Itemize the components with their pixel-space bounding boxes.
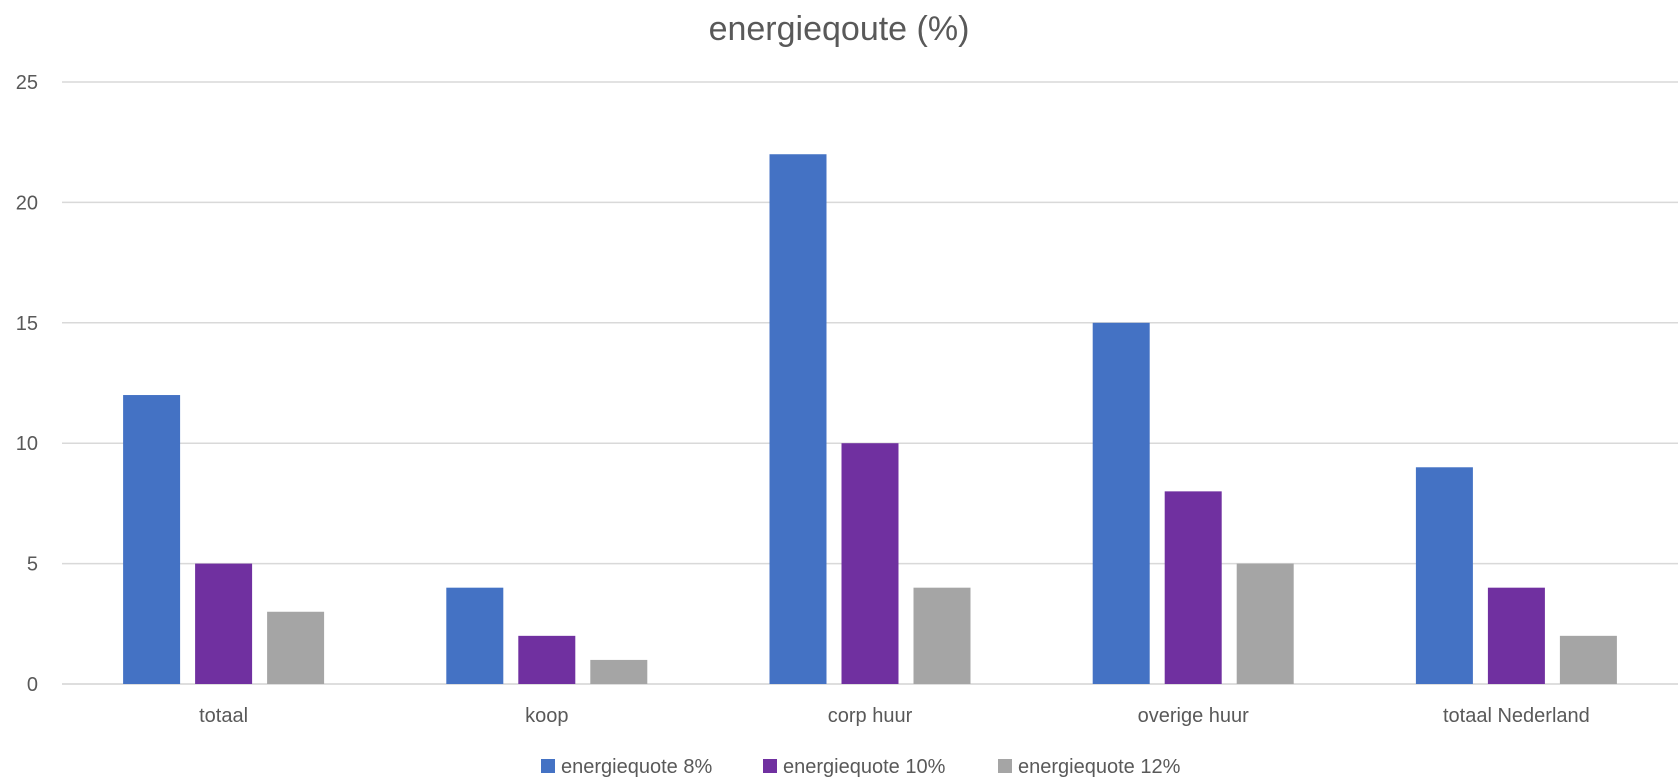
bar-koop-series-3 [590,659,648,684]
y-tick-label: 10 [16,433,38,455]
x-category-label: koop [525,705,568,727]
y-tick-label: 25 [16,72,38,94]
x-category-label: overige huur [1138,705,1250,727]
legend-swatch [763,759,777,773]
bars [123,154,1617,685]
legend-label: energiequote 12% [1018,756,1181,778]
bar-corp-huur-series-3 [913,587,971,684]
y-tick-label: 5 [27,554,38,576]
y-tick-label: 15 [16,313,38,335]
bar-overige-huur-series-2 [1164,491,1222,684]
bar-totaal-Nederland-series-1 [1415,467,1473,684]
legend-swatch [541,759,555,773]
x-category-label: corp huur [828,705,913,727]
y-axis-ticks: 0 5 10 15 20 25 [16,72,38,696]
bar-totaal-Nederland-series-3 [1559,635,1617,684]
chart-title: energieqoute (%) [709,10,970,48]
legend-label: energiequote 10% [783,756,946,778]
y-tick-label: 0 [27,674,38,696]
bar-koop-series-2 [518,635,576,684]
legend: energiequote 8% energiequote 10% energiequ… [541,756,1181,778]
bar-overige-huur-series-3 [1236,563,1294,684]
legend-swatch [998,759,1012,773]
bar-overige-huur-series-1 [1092,322,1150,684]
x-axis-categories: totaal koop corp huur overige huur totaal Ne… [199,705,1590,727]
bar-totaal-series-2 [195,563,253,684]
bar-totaal-Nederland-series-2 [1487,587,1545,684]
bar-corp-huur-series-1 [769,154,827,685]
bar-corp-huur-series-2 [841,443,899,684]
y-tick-label: 20 [16,192,38,214]
bar-koop-series-1 [446,587,504,684]
x-category-label: totaal [199,705,248,727]
x-category-label: totaal Nederland [1443,705,1590,727]
bar-totaal-series-1 [123,395,181,684]
bar-totaal-series-3 [267,611,325,684]
legend-label: energiequote 8% [561,756,712,778]
